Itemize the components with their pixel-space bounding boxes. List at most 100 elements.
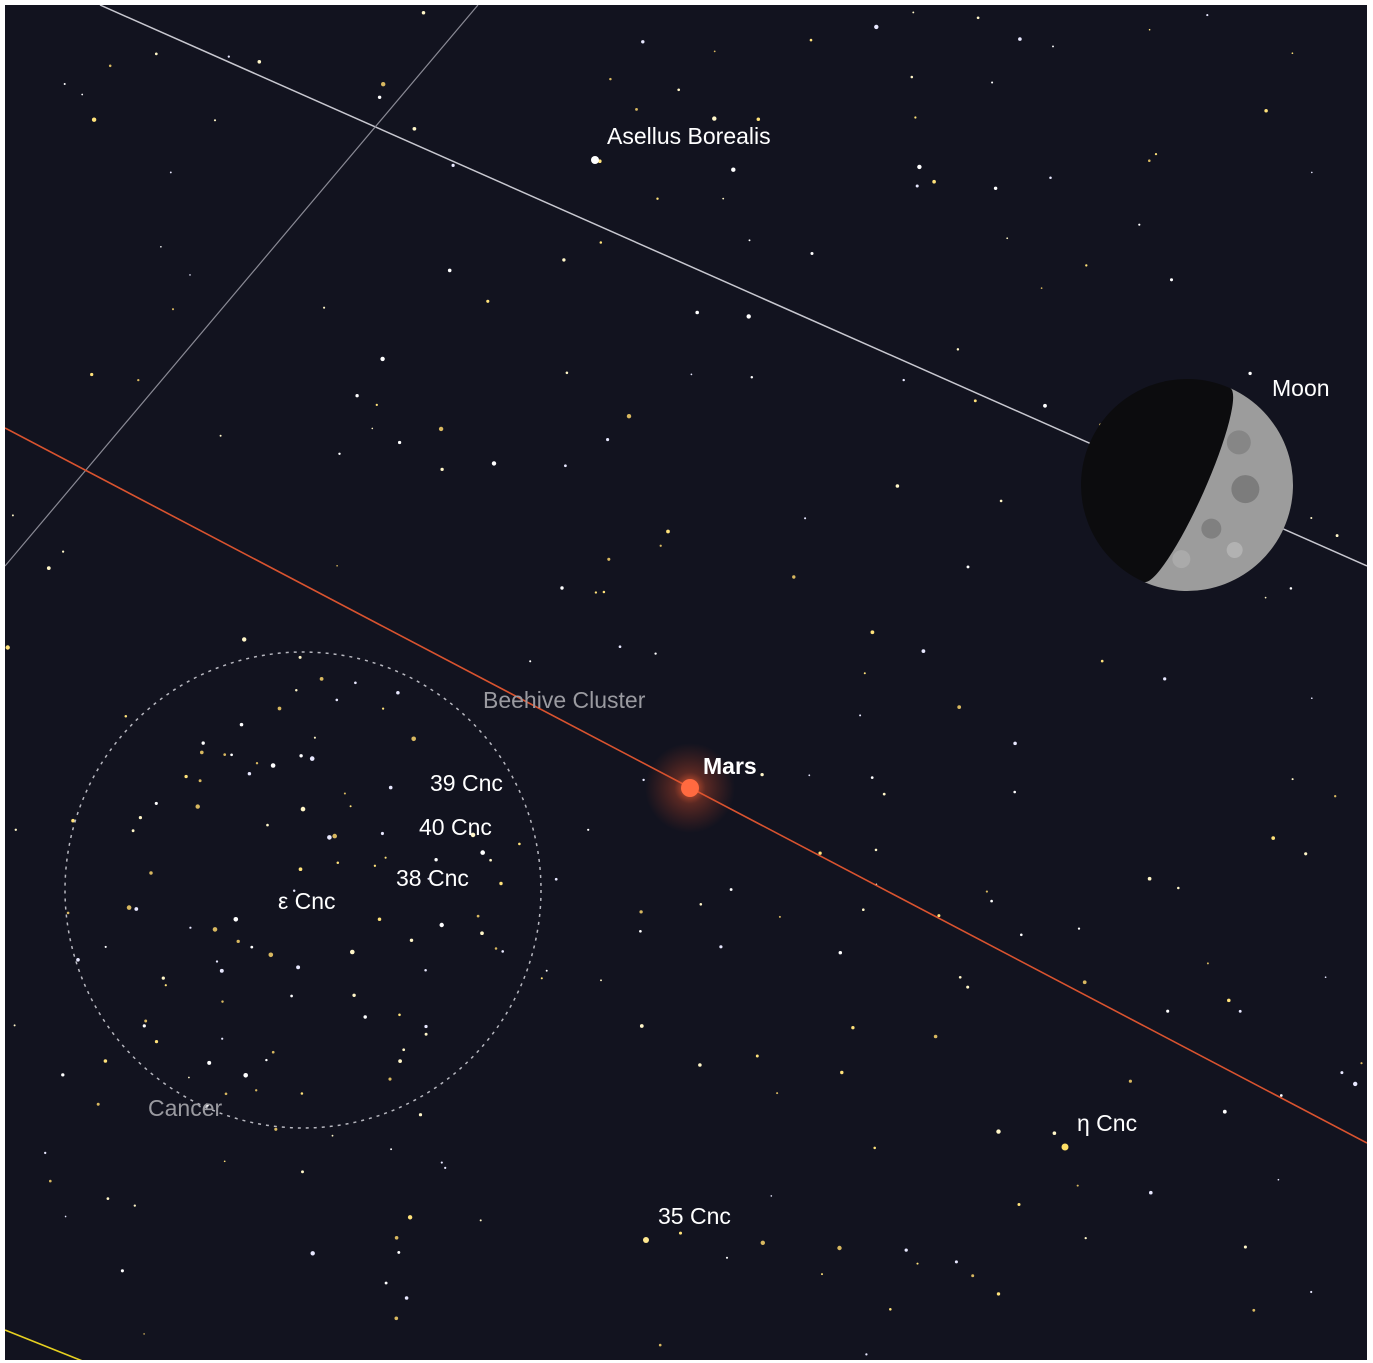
star xyxy=(889,1308,892,1311)
star xyxy=(499,881,503,886)
star xyxy=(11,514,14,517)
star xyxy=(902,378,905,382)
star xyxy=(1291,778,1294,781)
star xyxy=(1077,927,1081,930)
star xyxy=(394,1235,399,1240)
label: ε Cnc xyxy=(278,888,336,914)
star xyxy=(1289,587,1293,590)
label: 35 Cnc xyxy=(658,1203,731,1229)
star xyxy=(336,861,340,865)
star xyxy=(440,467,444,472)
star xyxy=(411,736,417,742)
star xyxy=(154,52,158,56)
star xyxy=(912,11,915,14)
star xyxy=(309,756,315,761)
star xyxy=(966,565,970,569)
star xyxy=(205,1103,209,1107)
star xyxy=(639,929,642,933)
horizon-line xyxy=(5,1329,83,1360)
star xyxy=(859,714,862,717)
star xyxy=(375,403,378,407)
star xyxy=(104,945,107,948)
star xyxy=(138,815,143,820)
star xyxy=(540,977,543,980)
star xyxy=(277,706,282,711)
star xyxy=(518,842,521,846)
star xyxy=(310,1251,315,1256)
star xyxy=(381,82,386,87)
star xyxy=(154,1039,159,1044)
star xyxy=(380,831,384,836)
star xyxy=(626,414,632,419)
crater xyxy=(1226,430,1251,455)
star xyxy=(407,1215,413,1220)
star xyxy=(381,707,385,710)
star xyxy=(404,1296,409,1300)
label: 39 Cnc xyxy=(430,770,503,796)
star xyxy=(639,1024,644,1028)
star xyxy=(439,922,444,928)
star xyxy=(958,975,962,979)
star xyxy=(236,939,240,944)
star xyxy=(106,1197,110,1200)
star xyxy=(910,75,914,79)
star xyxy=(809,38,813,42)
star xyxy=(76,957,80,962)
star xyxy=(298,867,303,872)
star xyxy=(1252,1308,1256,1312)
star xyxy=(489,858,492,862)
star xyxy=(641,40,645,44)
star xyxy=(250,945,254,949)
star xyxy=(545,969,548,972)
label: η Cnc xyxy=(1077,1110,1137,1136)
star xyxy=(999,499,1003,503)
star xyxy=(956,348,960,351)
star xyxy=(355,394,359,398)
star xyxy=(233,917,239,922)
star xyxy=(529,660,532,663)
star xyxy=(1243,1245,1247,1249)
star xyxy=(397,1250,401,1254)
star xyxy=(424,1032,428,1036)
star xyxy=(1084,1236,1087,1240)
star xyxy=(480,850,486,855)
star xyxy=(719,945,723,949)
star xyxy=(865,1353,868,1356)
star xyxy=(973,399,977,403)
star xyxy=(560,586,564,590)
star xyxy=(1147,876,1152,881)
star xyxy=(301,1170,304,1174)
star xyxy=(371,427,374,430)
star xyxy=(338,452,341,456)
star xyxy=(479,1219,482,1222)
star xyxy=(126,905,132,910)
star xyxy=(265,1058,268,1062)
star xyxy=(573,697,576,700)
star xyxy=(266,823,269,827)
star xyxy=(635,107,638,111)
star xyxy=(90,372,94,377)
star xyxy=(131,829,135,833)
star xyxy=(189,274,191,276)
star xyxy=(66,911,70,915)
star xyxy=(985,890,988,893)
star xyxy=(501,950,505,953)
star xyxy=(695,310,699,315)
star xyxy=(722,197,725,200)
star xyxy=(154,801,158,805)
star xyxy=(270,763,276,768)
star xyxy=(271,1050,275,1054)
star xyxy=(81,93,84,96)
star xyxy=(427,877,430,880)
star xyxy=(1279,1094,1283,1097)
star xyxy=(149,871,153,875)
star xyxy=(388,1077,392,1081)
star xyxy=(600,979,602,982)
star xyxy=(1335,534,1339,538)
star xyxy=(491,461,497,466)
star xyxy=(643,1237,649,1243)
star xyxy=(729,888,733,891)
star xyxy=(377,917,382,922)
star xyxy=(1340,1071,1344,1075)
